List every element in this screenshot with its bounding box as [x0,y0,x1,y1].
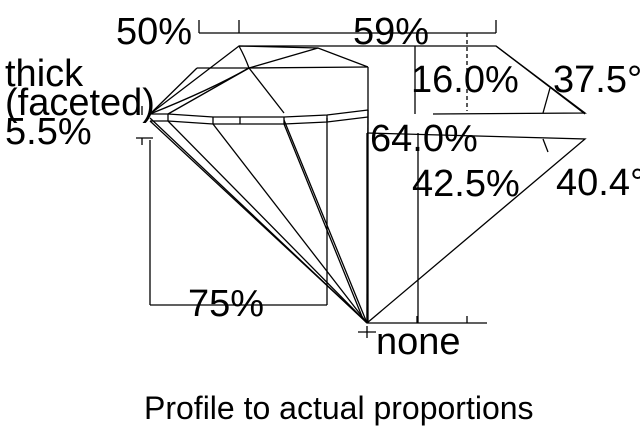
svg-text:16.0%: 16.0% [411,59,519,101]
svg-text:42.5%: 42.5% [412,163,520,205]
svg-text:50%: 50% [116,11,192,53]
svg-text:5.5%: 5.5% [5,111,92,153]
svg-text:37.5°: 37.5° [553,59,640,101]
svg-text:40.4°: 40.4° [556,162,640,204]
svg-text:75%: 75% [188,283,264,325]
svg-text:64.0%: 64.0% [370,118,478,160]
svg-text:59%: 59% [353,11,429,53]
svg-text:Profile to actual proportions: Profile to actual proportions [144,390,534,426]
svg-text:none: none [376,321,461,363]
